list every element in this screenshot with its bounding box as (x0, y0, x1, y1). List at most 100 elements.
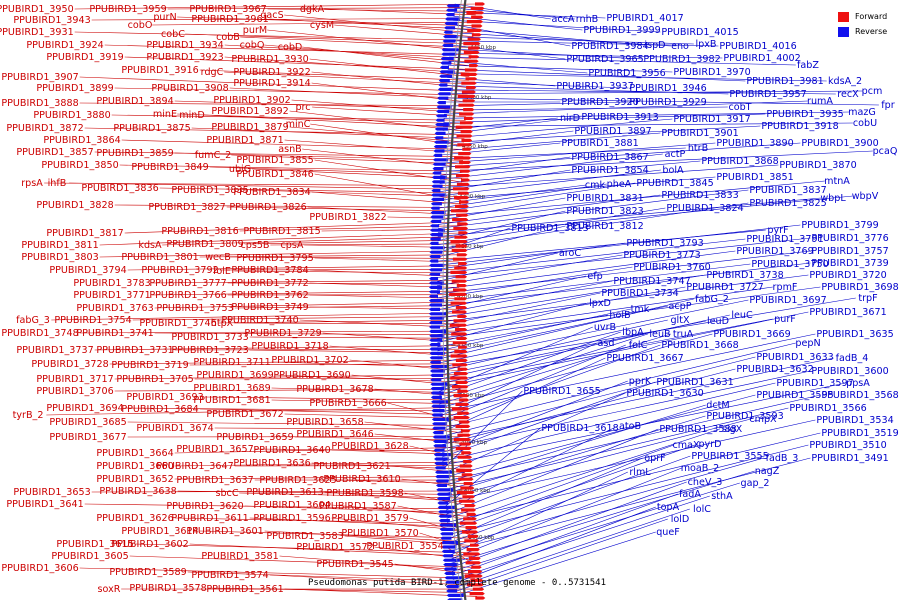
leader-line (284, 139, 464, 154)
gene-label: PPUBIRD1_3879 (211, 122, 288, 133)
leader-line (151, 290, 460, 296)
leader-line (91, 18, 476, 21)
scale-tick-label: 4050 kbp (461, 440, 487, 446)
gene-label: PPUBIRD1_3660 (96, 461, 173, 472)
leader-line (452, 20, 661, 33)
gene-label: PPUBIRD1_3611 (171, 513, 248, 524)
forward-gene (456, 468, 473, 472)
gene-label: PPUBIRD1_3931 (0, 27, 74, 38)
gene-label: PPUBIRD1_3867 (571, 152, 648, 163)
leader-line (448, 444, 809, 535)
leader-line (264, 530, 472, 543)
gene-label: PPUBIRD1_3957 (729, 89, 806, 100)
gene-label: PPUBIRD1_3956 (588, 68, 665, 79)
forward-gene (464, 574, 483, 578)
forward-gene (466, 11, 484, 15)
leader-line (440, 142, 716, 164)
forward-gene (460, 169, 471, 173)
gene-label: PPUBIRD1_4015 (661, 27, 738, 38)
leader-line (444, 407, 789, 491)
gene-label: PPUBIRD1_3718 (251, 341, 328, 352)
reverse-gene (446, 4, 460, 8)
leader-line (401, 478, 467, 488)
leader-line (249, 189, 462, 197)
forward-gene (470, 6, 485, 10)
gene-label: PPUBIRD1_3637 (176, 475, 253, 486)
reverse-gene (435, 479, 449, 483)
leader-line (151, 279, 460, 284)
reverse-gene (434, 466, 446, 470)
gene-label: PPUBIRD1_3880 (33, 110, 110, 121)
gene-label: PPUBIRD1_3727 (686, 282, 763, 293)
gene-label: cmaX (672, 440, 699, 451)
leader-line (436, 263, 751, 303)
gene-label: PPUBIRD1_3604 (253, 500, 330, 511)
gene-label: PPUBIRD1_3738 (706, 270, 783, 281)
leader-line (450, 40, 719, 47)
gene-label: PPUBIRD1_3812 (566, 221, 643, 232)
gene-label: PPUBIRD1_3602 (111, 539, 188, 550)
leader-line (132, 316, 460, 321)
forward-gene (457, 222, 469, 226)
gene-label: topA (657, 502, 680, 513)
forward-gene (466, 512, 477, 516)
gene-label: nagZ (755, 466, 780, 477)
reverse-gene (429, 290, 440, 294)
forward-gene (457, 191, 470, 195)
gene-label: sthA (711, 491, 733, 502)
leader-line (271, 387, 461, 394)
reverse-gene (429, 360, 441, 364)
gene-label: purF (774, 314, 796, 325)
leader-line (439, 344, 626, 421)
leader-line (442, 390, 523, 470)
gene-label: pcaQ (873, 146, 898, 157)
gene-label: PPUBIRD1_3706 (36, 386, 113, 397)
gene-label: PPUBIRD1_3766 (149, 290, 226, 301)
reverse-gene (430, 206, 440, 210)
gene-label: PPUBIRD1_3615 (56, 539, 133, 550)
reverse-gene (441, 549, 455, 553)
reverse-gene (429, 259, 439, 263)
leader-line (444, 106, 728, 111)
gene-label: minE (153, 109, 177, 120)
forward-gene (450, 376, 469, 380)
gene-label: PPUBIRD1_3967 (189, 4, 266, 15)
forward-gene (455, 275, 468, 279)
leader-line (453, 508, 690, 589)
leader-line (244, 239, 460, 245)
leader-line (337, 479, 466, 484)
leader-line (121, 139, 464, 150)
forward-gene (460, 486, 475, 490)
leader-line (437, 308, 631, 352)
gene-label: lbpA (622, 327, 644, 338)
gene-label: tmk (631, 304, 650, 315)
leader-line (74, 3, 478, 10)
gene-label: cobC (161, 29, 185, 40)
forward-gene (458, 103, 475, 107)
reverse-gene (433, 448, 445, 452)
leader-line (453, 506, 656, 584)
leader-line (124, 407, 462, 412)
gene-label: PPUBIRD1_3640 (253, 445, 330, 456)
leader-line (451, 36, 694, 45)
reverse-gene (440, 532, 454, 536)
leader-line (124, 56, 470, 70)
leader-line (209, 166, 463, 176)
leader-line (452, 495, 710, 580)
leader-line (224, 71, 469, 85)
scale-tick-label: 4200 kbp (457, 294, 483, 300)
gene-label: PPUBIRD1_3681 (193, 395, 270, 406)
gene-label: PPUBIRD1_3914 (233, 78, 310, 89)
genome-inner-ring (442, 0, 462, 600)
forward-gene (457, 314, 468, 318)
reverse-gene (445, 580, 461, 584)
gene-label: bolA (662, 165, 684, 176)
reverse-gene (431, 400, 449, 404)
gene-label: PPUBIRD1_3908 (151, 83, 228, 94)
reverse-gene (433, 149, 445, 153)
gene-label: PPUBIRD1_3855 (236, 155, 313, 166)
reverse-gene (438, 79, 450, 83)
leader-line (189, 543, 473, 557)
reverse-gene (431, 404, 447, 408)
